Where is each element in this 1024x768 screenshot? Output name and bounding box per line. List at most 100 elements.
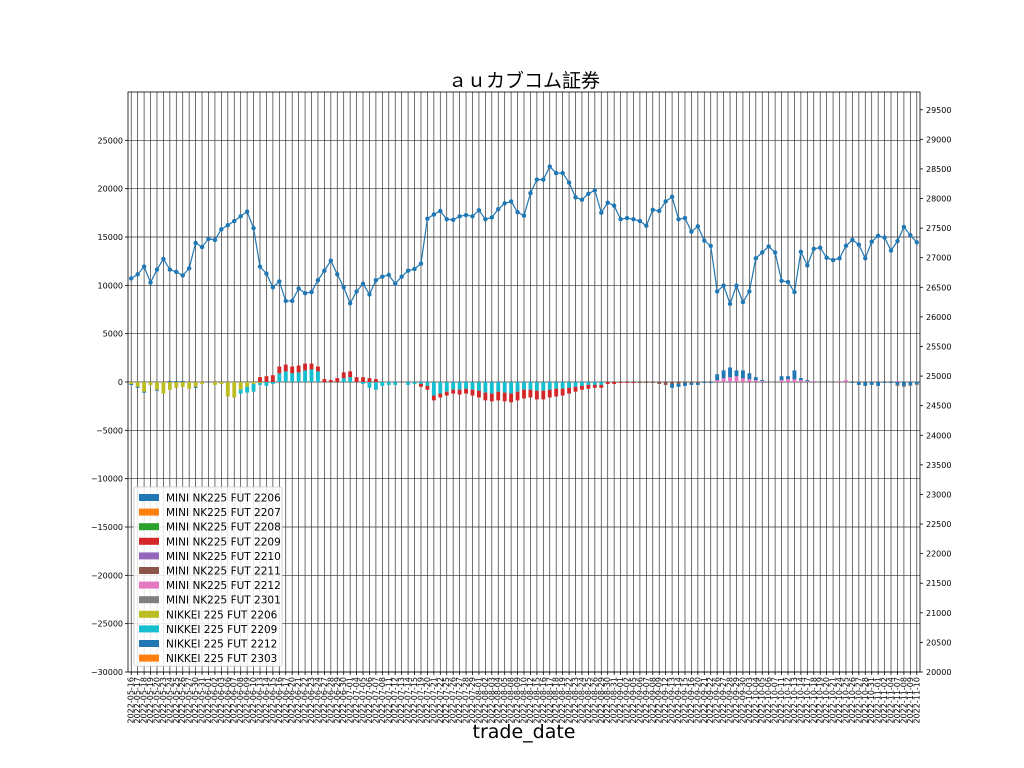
bar bbox=[670, 383, 675, 388]
price-point bbox=[270, 285, 276, 290]
bar bbox=[837, 381, 842, 382]
price-point bbox=[457, 214, 462, 219]
x-tick-label: 2022-07-27 bbox=[455, 677, 464, 724]
bar bbox=[901, 385, 906, 387]
bar bbox=[592, 382, 597, 385]
legend-swatch bbox=[139, 610, 159, 618]
price-point bbox=[283, 298, 288, 304]
bar bbox=[251, 382, 256, 384]
x-tick-label: 2022-10-18 bbox=[809, 677, 818, 724]
bar bbox=[805, 380, 810, 382]
price-point bbox=[193, 240, 198, 246]
x-tick-label: 2022-06-03 bbox=[217, 677, 226, 724]
y2-tick-label: 26500 bbox=[926, 283, 951, 292]
bar bbox=[895, 381, 900, 382]
x-tick-label: 2022-07-22 bbox=[436, 677, 445, 724]
x-tick-label: 2022-09-29 bbox=[732, 677, 741, 724]
price-point bbox=[528, 191, 533, 196]
bar bbox=[425, 385, 430, 390]
bar bbox=[547, 389, 552, 398]
price-point bbox=[257, 264, 263, 269]
bar bbox=[174, 382, 179, 388]
x-tick-label: 2022-10-27 bbox=[854, 677, 863, 724]
y-tick-label: 20000 bbox=[98, 185, 123, 194]
price-point bbox=[914, 240, 919, 245]
legend-swatch bbox=[139, 625, 159, 633]
bar bbox=[573, 382, 578, 387]
price-point bbox=[328, 258, 334, 263]
bar bbox=[528, 382, 533, 390]
price-point bbox=[817, 245, 823, 250]
x-tick-label: 2022-07-05 bbox=[359, 677, 368, 724]
x-tick-label: 2022-05-24 bbox=[165, 677, 174, 724]
bar bbox=[612, 382, 617, 384]
y2-tick-label: 20000 bbox=[926, 668, 951, 677]
x-tick-label: 2022-08-09 bbox=[513, 677, 522, 724]
legend-label: MINI NK225 FUT 2210 bbox=[166, 551, 281, 563]
price-point bbox=[347, 301, 353, 306]
price-point bbox=[888, 248, 894, 253]
price-point bbox=[592, 188, 598, 193]
bar bbox=[316, 371, 320, 382]
price-point bbox=[721, 283, 726, 288]
x-tick-label: 2022-06-06 bbox=[223, 677, 232, 724]
bar bbox=[850, 382, 855, 383]
y2-tick-label: 24500 bbox=[926, 402, 951, 411]
price-point bbox=[560, 170, 565, 176]
bar bbox=[676, 383, 681, 387]
bar bbox=[689, 382, 694, 385]
bar-series bbox=[129, 363, 919, 403]
x-tick-label: 2022-11-09 bbox=[906, 677, 915, 724]
bar bbox=[322, 379, 327, 382]
bar bbox=[502, 392, 507, 402]
bar bbox=[586, 384, 591, 389]
x-tick-label: 2022-06-01 bbox=[204, 677, 213, 724]
x-tick-label: 2022-10-25 bbox=[841, 677, 850, 724]
legend-label: NIKKEI 225 FUT 2209 bbox=[166, 624, 277, 636]
bar bbox=[715, 380, 720, 382]
price-point bbox=[302, 291, 308, 296]
y-tick-label: −5000 bbox=[96, 426, 123, 435]
price-point bbox=[740, 299, 746, 305]
x-tick-label: 2022-05-25 bbox=[172, 677, 181, 724]
price-point bbox=[702, 238, 707, 243]
x-tick-label: 2022-05-26 bbox=[178, 677, 187, 724]
x-tick-label: 2022-10-28 bbox=[861, 677, 870, 724]
bar bbox=[393, 382, 398, 385]
x-tick-label: 2022-10-06 bbox=[764, 677, 773, 724]
bar bbox=[805, 381, 810, 382]
y2-tick-label: 29500 bbox=[926, 106, 951, 115]
price-point bbox=[766, 244, 771, 249]
legend-label: MINI NK225 FUT 2208 bbox=[166, 522, 281, 534]
bar bbox=[290, 373, 295, 382]
x-tick-label: 2022-08-25 bbox=[584, 677, 593, 724]
bar bbox=[702, 382, 707, 383]
bar bbox=[573, 386, 578, 392]
bar bbox=[238, 382, 243, 390]
price-point bbox=[579, 197, 585, 202]
y2-tick-label: 21000 bbox=[926, 609, 951, 618]
x-tick-label: 2022-07-07 bbox=[371, 677, 380, 724]
bar bbox=[373, 379, 378, 382]
price-point bbox=[476, 208, 482, 213]
x-tick-label: 2022-08-31 bbox=[610, 677, 619, 724]
price-point bbox=[837, 256, 842, 261]
price-point bbox=[296, 286, 301, 291]
x-tick-label: 2022-10-31 bbox=[867, 677, 876, 724]
bar bbox=[592, 384, 597, 388]
legend: MINI NK225 FUT 2206 MINI NK225 FUT 2207 MI… bbox=[133, 486, 283, 667]
x-tick-label: 2022-06-16 bbox=[275, 677, 284, 724]
bar bbox=[631, 382, 636, 383]
bar bbox=[753, 380, 758, 382]
x-tick-label: 2022-08-26 bbox=[590, 677, 599, 724]
bar bbox=[554, 382, 559, 389]
bar bbox=[361, 382, 365, 384]
legend-label: MINI NK225 FUT 2212 bbox=[166, 580, 281, 592]
x-tick-label: 2022-08-30 bbox=[603, 677, 612, 724]
x-tick-label: 2022-06-23 bbox=[307, 677, 316, 724]
bar bbox=[489, 393, 494, 402]
bar bbox=[380, 382, 385, 386]
x-tick-label: 2022-05-27 bbox=[185, 677, 194, 724]
price-point bbox=[174, 269, 179, 275]
bar bbox=[534, 390, 539, 400]
